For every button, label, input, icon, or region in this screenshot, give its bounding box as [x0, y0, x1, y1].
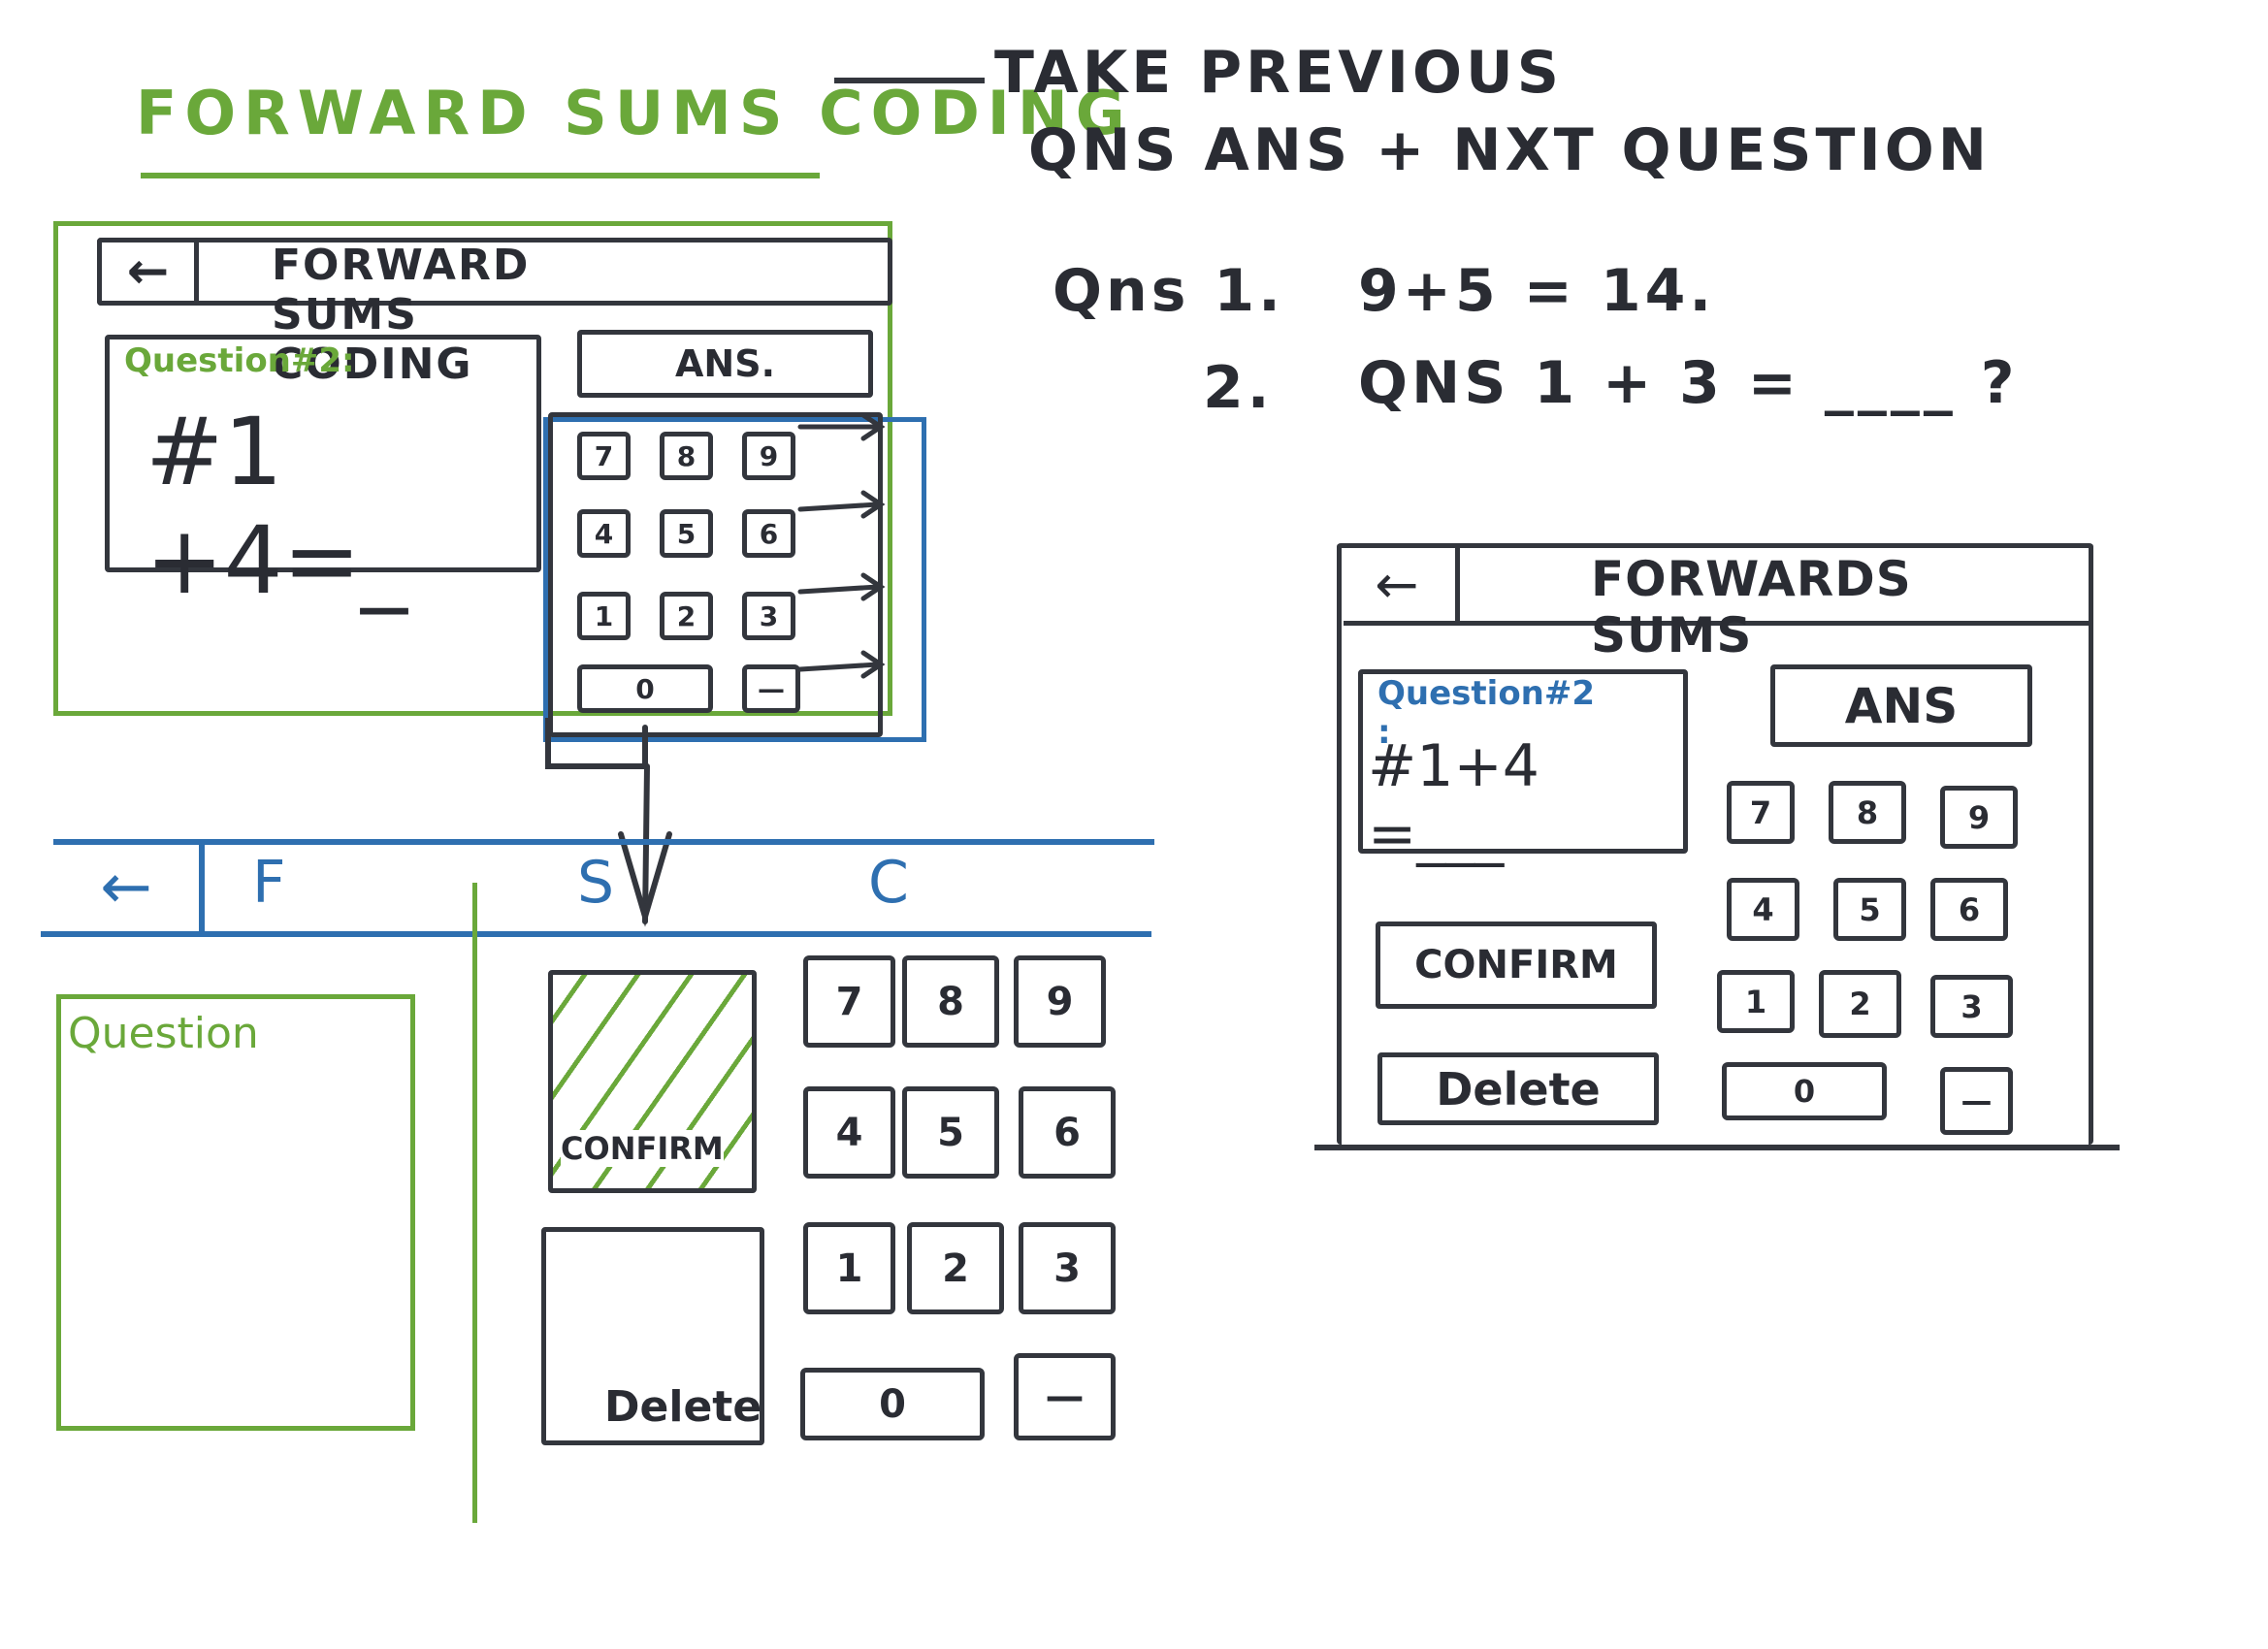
confirm-label: CONFIRM [561, 1130, 724, 1167]
sketch3-ans-button[interactable]: ANS [1770, 664, 2032, 747]
sketch3-baseline [1314, 1145, 2120, 1150]
key-9[interactable]: 9 [1014, 955, 1106, 1048]
sketch2-header-top [53, 839, 1154, 845]
connector-line [834, 78, 985, 83]
back-arrow-icon[interactable]: ← [1375, 554, 1419, 615]
example-q2-label: 2. [1203, 354, 1274, 422]
title-underline [141, 173, 820, 178]
sketch1-keypad-highlight [543, 417, 926, 742]
note-line-1: TAKE PREVIOUS [994, 39, 1563, 107]
key-0[interactable]: 0 [800, 1368, 985, 1440]
sketch3-back-divider [1455, 548, 1460, 621]
key-1[interactable]: 1 [577, 592, 631, 640]
confirm-button[interactable]: CONFIRM [1376, 922, 1657, 1009]
tab-c[interactable]: C [868, 849, 909, 917]
key-6[interactable]: 6 [1930, 878, 2008, 941]
page-title: FORWARD SUMS CODING [136, 78, 1133, 148]
sketch3-header-line [1344, 621, 2090, 626]
tab-f[interactable]: F [252, 849, 286, 917]
sketch3-question-label: Question#2 : [1377, 674, 1596, 752]
key-minus[interactable]: — [1940, 1067, 2013, 1135]
key-0[interactable]: 0 [577, 664, 713, 713]
example-q1-label: Qns 1. [1053, 257, 1284, 325]
key-2[interactable]: 2 [660, 592, 713, 640]
delete-label: Delete [604, 1382, 762, 1432]
key-4[interactable]: 4 [803, 1086, 895, 1179]
sketch3-frame [1337, 543, 2093, 1145]
key-4[interactable]: 4 [1727, 878, 1799, 941]
back-arrow-icon[interactable]: ← [100, 852, 152, 923]
key-7[interactable]: 7 [803, 955, 895, 1048]
tab-s[interactable]: S [577, 849, 615, 917]
sketch3-question-expr: #1+4 =___ [1368, 732, 1539, 868]
delete-button[interactable]: Delete [1377, 1052, 1659, 1125]
sketch3-question-panel [1358, 669, 1688, 854]
sketch2-question-label: Question [68, 1009, 259, 1058]
key-2[interactable]: 2 [907, 1222, 1004, 1314]
sketch2-divider [472, 883, 477, 1523]
key-minus[interactable]: — [742, 664, 800, 713]
sketch1-keypad: 7 8 9 4 5 6 1 2 3 0 — [548, 412, 883, 737]
key-5[interactable]: 5 [1833, 878, 1906, 941]
key-8[interactable]: 8 [660, 432, 713, 480]
key-5[interactable]: 5 [660, 509, 713, 558]
key-9[interactable]: 9 [742, 432, 795, 480]
sketch1-frame [53, 221, 892, 716]
key-6[interactable]: 6 [1019, 1086, 1116, 1179]
back-arrow-icon[interactable]: ← [97, 238, 199, 306]
sketch1-title: FORWARD SUMS CODING [272, 241, 531, 389]
key-3[interactable]: 3 [1019, 1222, 1116, 1314]
example-q2-expr: QNS 1 + 3 = ____ ? [1358, 349, 2019, 417]
sketch2-header-bottom [41, 931, 1151, 937]
sketch1-ans-button[interactable]: ANS. [577, 330, 873, 398]
confirm-button[interactable]: CONFIRM [548, 970, 757, 1193]
key-6[interactable]: 6 [742, 509, 795, 558]
key-3[interactable]: 3 [742, 592, 795, 640]
key-3[interactable]: 3 [1930, 975, 2013, 1038]
key-8[interactable]: 8 [902, 955, 999, 1048]
row-arrows-icon [797, 412, 886, 679]
key-0[interactable]: 0 [1722, 1062, 1887, 1120]
key-7[interactable]: 7 [1727, 781, 1795, 844]
sketch2-back-divider [199, 844, 205, 936]
key-2[interactable]: 2 [1819, 970, 1901, 1038]
key-4[interactable]: 4 [577, 509, 631, 558]
key-9[interactable]: 9 [1940, 786, 2018, 849]
key-5[interactable]: 5 [902, 1086, 999, 1179]
sketch2-question-panel [56, 994, 415, 1431]
example-q1-expr: 9+5 = 14. [1358, 257, 1716, 325]
key-8[interactable]: 8 [1829, 781, 1906, 844]
sketch1-question-expr: #1 +4=_ [146, 398, 407, 615]
sketch3-title: FORWARDS SUMS [1591, 551, 1912, 663]
note-line-2: QNS ANS + NXT QUESTION [1028, 116, 1991, 184]
key-7[interactable]: 7 [577, 432, 631, 480]
sketch1-question-label: Question#2: [124, 341, 355, 380]
key-1[interactable]: 1 [1717, 970, 1795, 1033]
delete-button[interactable]: Delete [541, 1227, 764, 1445]
key-1[interactable]: 1 [803, 1222, 895, 1314]
sketch1-question-panel [105, 335, 541, 572]
key-minus[interactable]: — [1014, 1353, 1116, 1440]
